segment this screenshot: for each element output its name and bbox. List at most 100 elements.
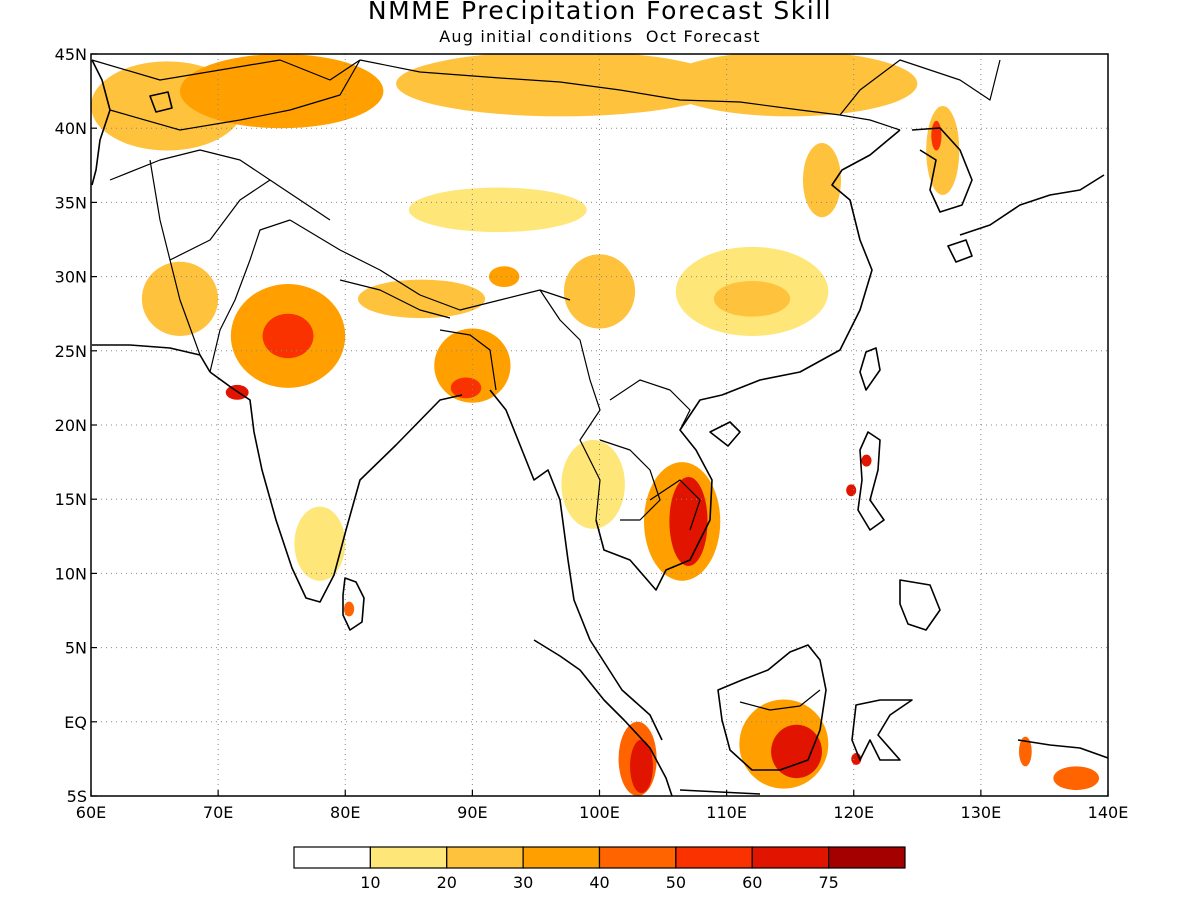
border-central-asia (91, 59, 361, 81)
border-china-mongolia (359, 59, 901, 131)
skill-region-korea-spot (931, 120, 942, 151)
country-borders (91, 59, 1001, 711)
sulawesi-coastline (851, 699, 913, 761)
sri-lanka-coastline (342, 577, 365, 631)
colorbar: 10 20 30 40 50 60 75 (293, 846, 906, 892)
border-india-pakistan (209, 219, 291, 373)
longitude-axis: 60E 70E 80E 90E 100E 110E 120E 130E 140E (76, 790, 1129, 822)
lat-tick-label: 35N (55, 193, 87, 212)
lon-tick-label: 80E (330, 803, 360, 822)
lat-tick-label: 5S (67, 787, 87, 806)
colorbar-swatch (446, 846, 524, 869)
skill-region-sri-lanka (343, 601, 355, 617)
sumatra-coastline (533, 639, 673, 796)
japan-kyushu-coastline (947, 239, 973, 263)
lat-tick-label: 30N (55, 268, 87, 287)
lon-tick-label: 140E (1088, 803, 1129, 822)
aral-sea (149, 91, 173, 113)
korea-coastline (911, 127, 973, 213)
colorbar-swatch (293, 846, 371, 869)
lat-tick-label: 5N (65, 639, 87, 658)
border-afghanistan (109, 149, 271, 181)
lat-tick-label: 40N (55, 119, 87, 138)
lat-tick-label: EQ (64, 713, 87, 732)
lat-tick-label: 45N (55, 45, 87, 64)
skill-region-north-china (802, 143, 842, 218)
skill-region-thailand (561, 439, 625, 529)
colorbar-swatch (828, 846, 906, 869)
skill-region-yunnan (563, 254, 636, 329)
graticule (91, 54, 1108, 796)
latitude-axis: 45N 40N 35N 30N 25N 20N 15N 10N 5N EQ 5S (55, 45, 97, 806)
skill-region-bangladesh-core (450, 377, 482, 399)
border-myanmar (539, 289, 601, 521)
skill-region-mongolia-east (663, 54, 918, 117)
border-laos (609, 379, 691, 431)
iran-coastline (92, 344, 211, 373)
lat-tick-label: 25N (55, 342, 87, 361)
border-kazakhstan-south (109, 59, 361, 131)
skill-region-vietnam-core (669, 476, 708, 566)
colorbar-label: 75 (818, 873, 838, 892)
indochina-coastline (595, 394, 723, 591)
borneo-coastline (717, 644, 827, 771)
border-cambodia (649, 479, 701, 531)
skill-region-new-guinea-west (1019, 736, 1032, 767)
java-coastline (679, 789, 761, 795)
skill-region-kazakhstan-central (179, 54, 384, 129)
border-manchuria (839, 59, 1001, 116)
colorbar-swatch (751, 846, 830, 869)
border-thailand (599, 439, 661, 521)
skill-fill-layer (91, 54, 1100, 796)
map-subtitle: Aug initial conditions Oct Forecast (439, 27, 761, 46)
colorbar-label: 50 (666, 873, 686, 892)
lon-tick-label: 120E (833, 803, 874, 822)
border-pakistan (169, 179, 331, 261)
lon-tick-label: 130E (961, 803, 1002, 822)
coastlines (91, 59, 1108, 796)
lon-tick-label: 60E (76, 803, 106, 822)
colorbar-swatch (598, 846, 677, 869)
colorbar-swatch (522, 846, 601, 869)
colorbar-label: 30 (513, 873, 533, 892)
skill-region-mongolia-north (396, 54, 727, 117)
skill-region-borneo-core (771, 724, 822, 779)
skill-region-new-guinea-south (1053, 766, 1100, 791)
hainan-coastline (709, 421, 741, 447)
border-himalaya (289, 219, 571, 311)
map-title: NMME Precipitation Forecast Skill (367, 0, 833, 25)
border-bangladesh (439, 329, 497, 391)
lon-tick-label: 100E (579, 803, 620, 822)
skill-region-luzon-1 (861, 454, 872, 467)
colorbar-label: 10 (360, 873, 380, 892)
luzon-coastline (857, 431, 885, 531)
colorbar-label: 20 (437, 873, 457, 892)
myanmar-coastline (489, 389, 663, 741)
colorbar-swatch (675, 846, 753, 869)
skill-region-tibet-spot (488, 266, 520, 287)
skill-region-sumatra-core (630, 739, 653, 794)
colorbar-label: 40 (589, 873, 609, 892)
skill-region-tibet-band (408, 187, 587, 233)
mindanao-coastline (899, 579, 941, 631)
india-coastline (209, 371, 463, 603)
taiwan-coastline (859, 347, 881, 391)
lon-tick-label: 90E (457, 803, 487, 822)
lon-tick-label: 70E (203, 803, 233, 822)
lon-tick-label: 110E (706, 803, 747, 822)
lat-tick-label: 10N (55, 564, 87, 583)
skill-region-west-india-core (262, 313, 314, 359)
japan-coastline (959, 174, 1105, 236)
new-guinea-coastline (1017, 739, 1108, 759)
lat-tick-label: 20N (55, 416, 87, 435)
colorbar-label: 60 (742, 873, 762, 892)
border-malaysia-borneo (739, 689, 821, 711)
border-nepal (339, 279, 451, 319)
china-coastline (721, 129, 901, 396)
skill-region-south-china-inner (713, 281, 791, 317)
skill-region-luzon-2 (846, 484, 857, 497)
lat-tick-label: 15N (55, 490, 87, 509)
caspian-coastline (91, 59, 111, 186)
skill-region-nepal-band (357, 279, 486, 319)
